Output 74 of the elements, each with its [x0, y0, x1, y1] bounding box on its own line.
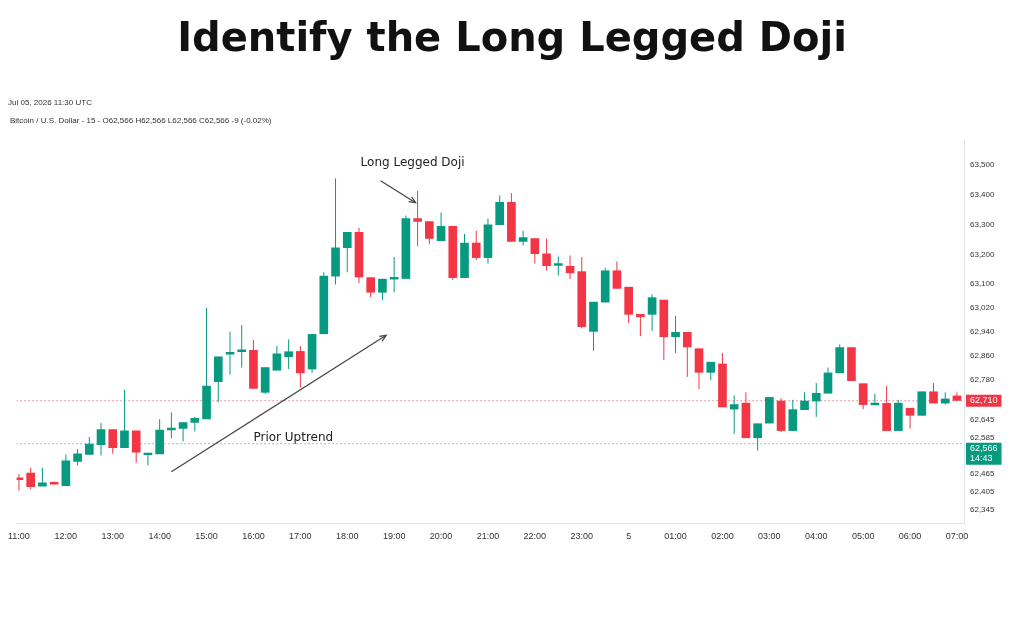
candlestick: [26, 467, 35, 490]
candlestick: [378, 278, 387, 301]
y-tick-label: 62,345: [970, 504, 996, 514]
x-tick-label: 23:00: [570, 531, 594, 542]
candlestick: [553, 255, 563, 277]
y-tick-label: 63,300: [970, 219, 996, 229]
x-tick-label: 14:00: [148, 531, 171, 542]
x-tick-label: 04:00: [805, 531, 828, 542]
y-tick-label: 63,200: [970, 249, 996, 259]
candlestick: [284, 338, 293, 370]
candlestick: [671, 315, 680, 354]
y-tick-label: 63,020: [970, 303, 996, 313]
x-tick-label: 02:00: [711, 531, 734, 542]
y-tick-label: 62,405: [970, 487, 996, 497]
ref-line-label: 62,710: [970, 395, 998, 406]
candlestick: [131, 430, 141, 464]
candlestick: [823, 367, 833, 394]
annotation: Prior Uptrend: [253, 429, 334, 444]
x-tick-label: 16:00: [242, 531, 265, 542]
candlestick: [518, 230, 528, 246]
candlestick: [108, 429, 118, 455]
x-tick-label: 21:00: [476, 531, 500, 542]
y-tick-label: 62,940: [970, 327, 996, 337]
ref-line-label: 62,566: [970, 443, 998, 454]
x-tick-label: 22:00: [523, 531, 547, 542]
x-tick-label: 13:00: [101, 531, 125, 542]
x-tick-label: 15:00: [195, 531, 218, 542]
y-tick-label: 63,400: [970, 189, 996, 199]
x-tick-label: 11:00: [8, 531, 30, 542]
candlestick: [788, 399, 798, 432]
candlestick: [425, 220, 434, 245]
x-tick-label: 19:00: [382, 531, 406, 542]
candlestick: [342, 231, 352, 273]
y-tick-label: 62,645: [970, 415, 996, 425]
candlestick: [471, 230, 481, 261]
x-tick-label: 01:00: [664, 531, 687, 542]
y-tick-label: 62,780: [970, 375, 996, 384]
candlestick: [905, 407, 915, 429]
candlestick: [413, 190, 422, 247]
x-tick-label: 18:00: [335, 531, 359, 542]
y-tick-label: 63,500: [970, 159, 996, 169]
candlestick: [729, 394, 739, 435]
x-tick-label: 03:00: [758, 531, 781, 542]
x-tick-label: 07:00: [945, 531, 969, 542]
y-tick-label: 62,465: [970, 469, 996, 479]
candlestick: [530, 237, 540, 265]
candlestick: [366, 277, 376, 298]
x-tick-label: 5: [626, 531, 632, 542]
candlestick: [542, 237, 551, 272]
chart-subtitle: Bitcoin / U.S. Dollar - 15 - O62,566 H62,566 L62,566 C62,566 -9 (-0.02%): [10, 116, 272, 125]
candlestick: [272, 345, 282, 371]
candlestick: [178, 422, 188, 442]
text: 14:43: [970, 453, 993, 464]
candlestick: [495, 194, 505, 226]
x-tick-label: 06:00: [898, 531, 922, 542]
candlestick: [436, 212, 446, 242]
candlestick: [811, 382, 821, 418]
x-tick-label: 17:00: [289, 531, 312, 542]
candlestick: [753, 423, 762, 452]
y-tick-label: 62,860: [970, 351, 996, 361]
candlestick: [682, 331, 692, 378]
x-tick-label: 05:00: [851, 531, 875, 542]
candlestick: [647, 293, 657, 332]
candlestick: [636, 313, 645, 337]
candlestick: [296, 345, 305, 389]
candlestick: [612, 261, 622, 289]
y-tick-label: 62,585: [970, 433, 996, 443]
x-tick-label: 20:00: [429, 531, 453, 542]
text: Jul 05, 2026 11:30 UTC: [8, 98, 92, 107]
x-tick-label: 12:00: [54, 531, 78, 542]
annotation: Long Legged Doji: [360, 154, 465, 169]
candlestick: [16, 473, 24, 492]
chart-title: Identify the Long Legged Doji: [176, 14, 848, 60]
y-tick-label: 63,100: [970, 279, 996, 289]
